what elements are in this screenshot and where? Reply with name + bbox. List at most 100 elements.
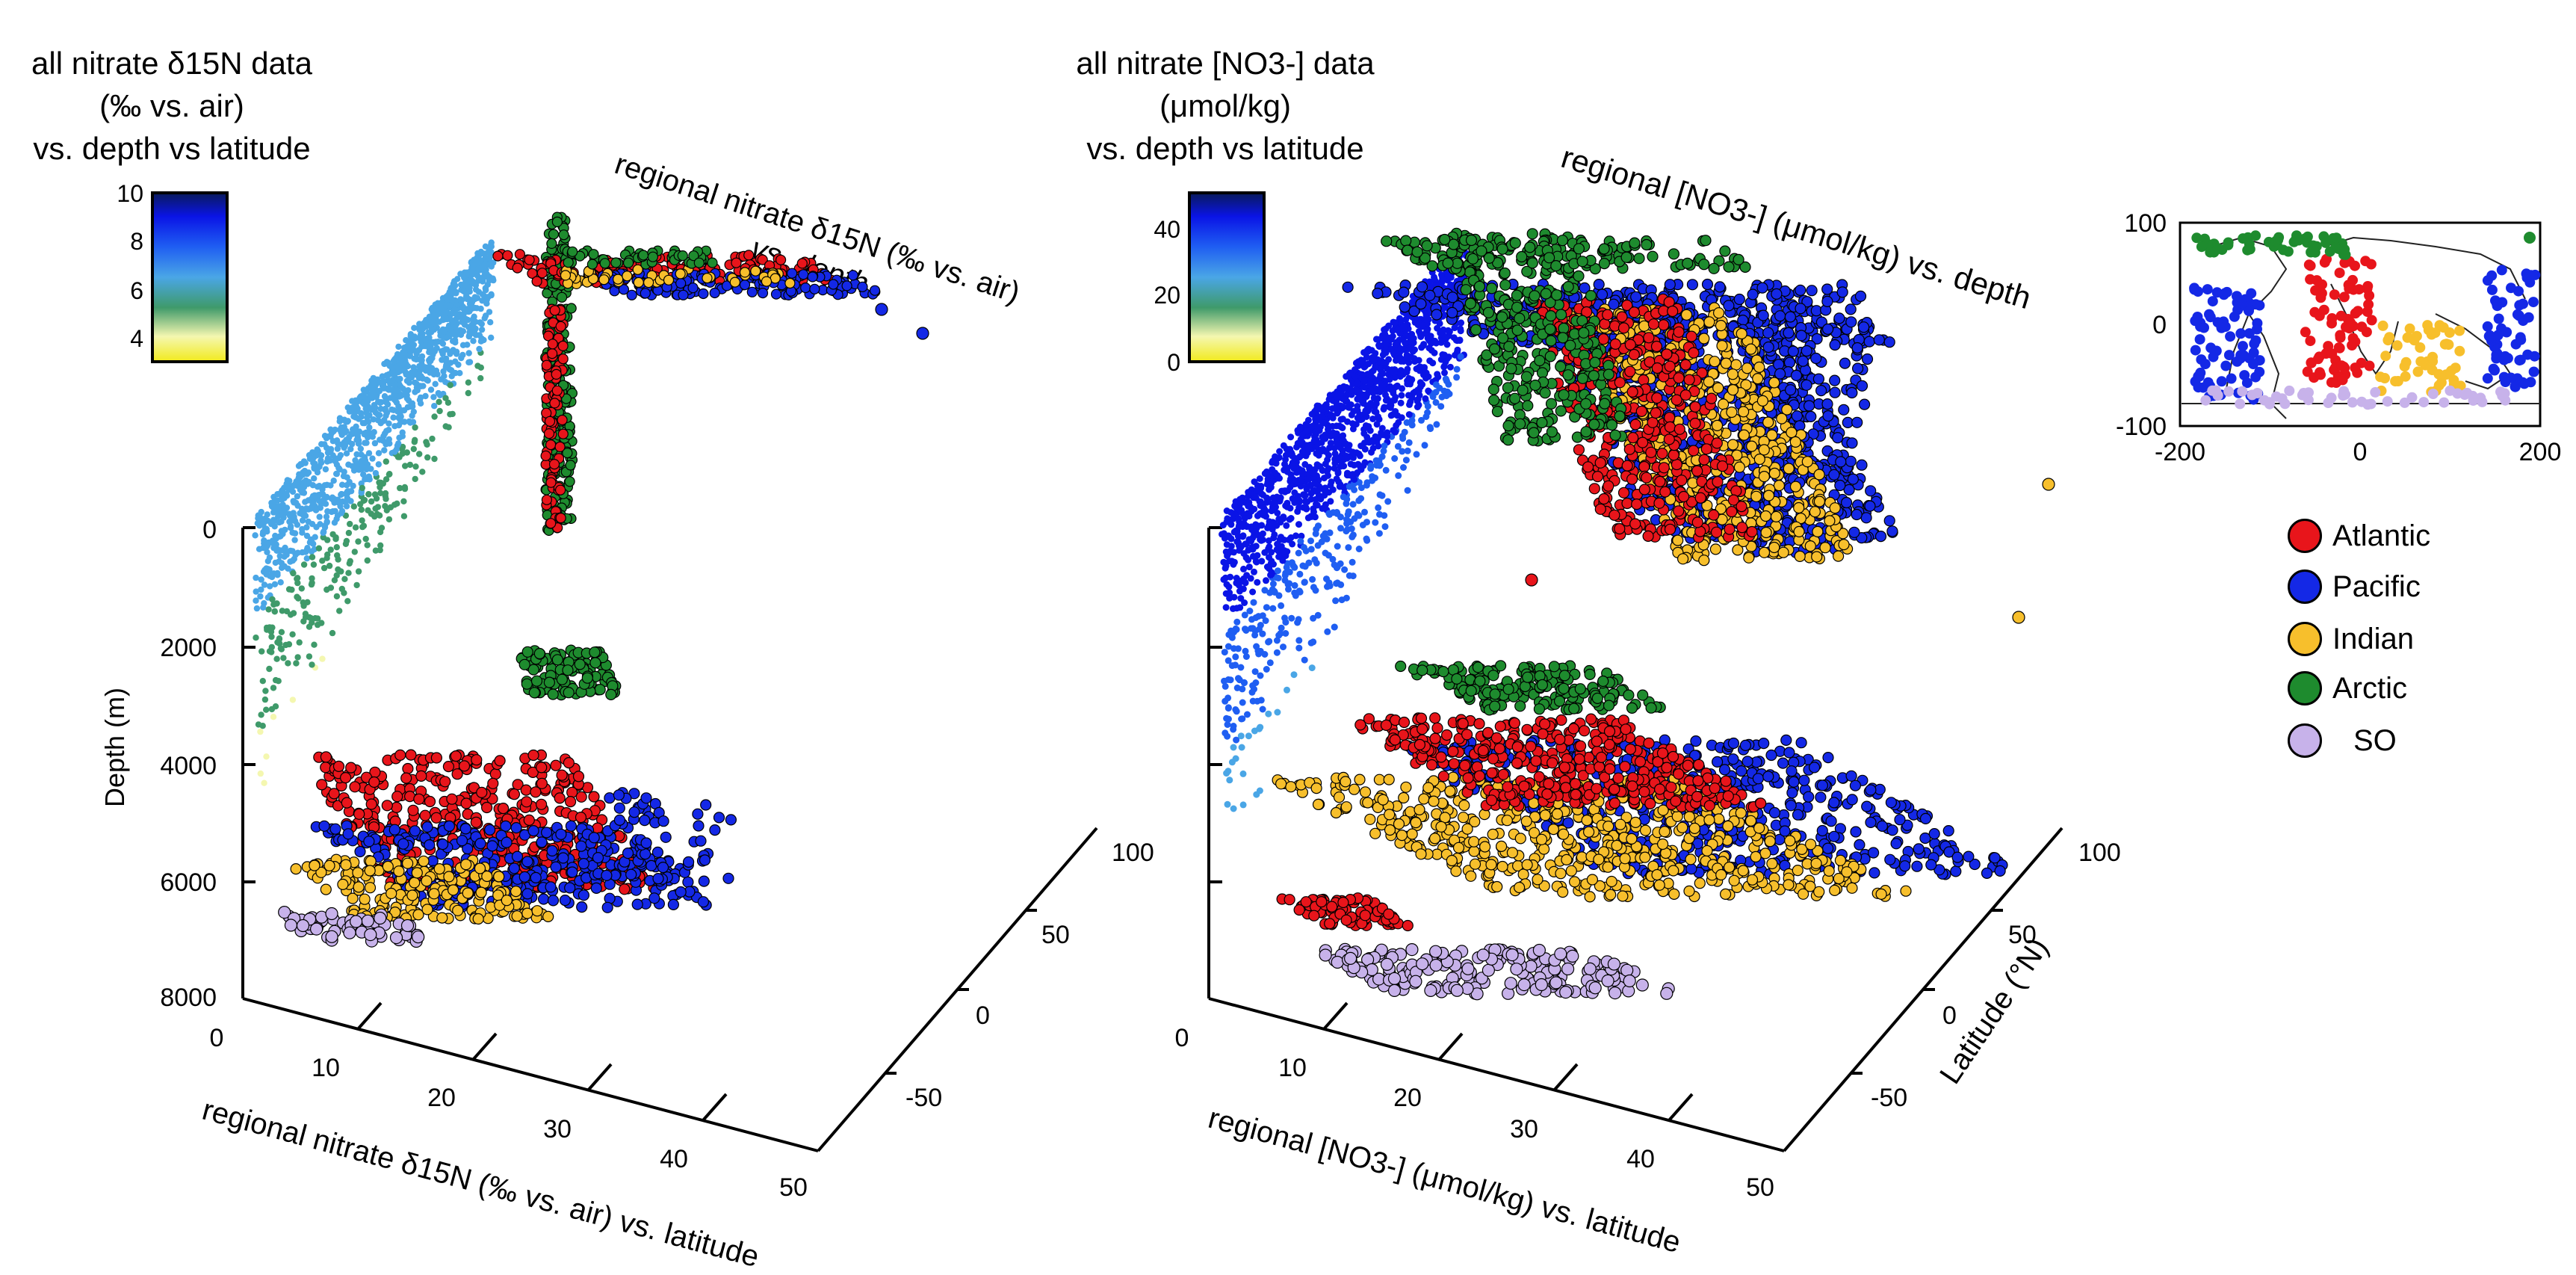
colored-curtain-point (1343, 528, 1350, 535)
indian-point (353, 881, 365, 893)
colored-curtain-point (1269, 580, 1277, 587)
colored-curtain-point (318, 441, 325, 448)
colored-curtain-point (391, 501, 398, 508)
colored-curtain-point (259, 678, 266, 685)
atlantic-point (554, 792, 566, 804)
colored-curtain-point (397, 375, 403, 383)
colored-curtain-point (365, 413, 372, 419)
colored-curtain-point (278, 564, 285, 571)
colored-curtain-point (386, 516, 393, 523)
colored-curtain-point (386, 440, 393, 447)
atlantic-point (320, 751, 332, 763)
colored-curtain-point (298, 585, 305, 592)
indian-point (365, 855, 377, 868)
colored-curtain-point (294, 575, 300, 582)
colored-curtain-point (289, 697, 297, 703)
left-x-tick: 10 (312, 1054, 340, 1082)
pacific-point (722, 872, 734, 884)
so-point (400, 919, 415, 933)
colored-curtain-point (1314, 542, 1322, 549)
colored-curtain-point (1319, 532, 1327, 540)
pacific-point (564, 882, 576, 894)
colored-curtain-point (1343, 472, 1351, 479)
colored-curtain-point (1375, 343, 1383, 351)
colored-curtain-point (1284, 464, 1291, 472)
colored-curtain-point (466, 308, 473, 315)
arctic-point (518, 658, 530, 670)
colored-curtain-point (442, 309, 448, 316)
colored-curtain-point (382, 493, 388, 499)
colored-curtain-point (1387, 398, 1394, 406)
colored-curtain-point (385, 359, 391, 366)
right-x-tickmark (1437, 1032, 1464, 1061)
colored-curtain-point (1341, 566, 1349, 573)
right-y-ticklabels: -50 0 50 100 (1871, 839, 2121, 1112)
indian-point (472, 913, 484, 925)
colored-curtain-point (376, 387, 383, 395)
colored-curtain-point (316, 498, 323, 504)
colored-curtain-point (429, 435, 436, 442)
colored-curtain-point (350, 503, 357, 510)
colored-curtain-point (1254, 578, 1261, 586)
colored-curtain-point (1304, 514, 1312, 522)
colored-curtain-point (1385, 356, 1393, 363)
colored-curtain-point (1404, 380, 1411, 388)
colored-curtain-point (427, 344, 434, 351)
colored-curtain-point (1253, 525, 1260, 532)
colored-curtain-point (411, 324, 418, 331)
colored-curtain-point (1263, 666, 1270, 673)
colored-curtain-point (341, 439, 347, 445)
colored-curtain-point (1245, 564, 1253, 571)
colored-curtain-point (1224, 715, 1232, 723)
atlantic-point (489, 768, 501, 780)
arctic-point (547, 688, 559, 700)
colored-curtain-point (345, 461, 352, 468)
colored-curtain-point (1280, 643, 1287, 651)
colored-curtain-point (1269, 605, 1277, 612)
colored-curtain-point (1381, 523, 1389, 531)
colored-curtain-point (1230, 723, 1237, 729)
colored-curtain-point (309, 579, 315, 587)
colored-curtain-point (481, 262, 489, 268)
colored-curtain-point (1263, 604, 1270, 611)
colored-curtain-point (369, 455, 376, 462)
pacific-point (537, 893, 550, 905)
colored-curtain-point (293, 660, 300, 667)
pacific-point (682, 876, 694, 888)
colored-curtain-point (1323, 575, 1330, 583)
colored-curtain-point (1281, 487, 1289, 495)
colored-curtain-point (316, 513, 323, 520)
pacific-point (709, 824, 721, 836)
colored-curtain-point (362, 535, 369, 543)
left-x-tick: 30 (543, 1115, 572, 1143)
colored-curtain-point (336, 426, 344, 433)
indian-point (359, 893, 371, 905)
colored-curtain-point (1230, 805, 1237, 812)
colored-curtain-point (1458, 319, 1465, 327)
colored-curtain-point (1265, 496, 1272, 503)
colored-curtain-point (369, 433, 376, 440)
pacific-point (657, 861, 669, 874)
colored-curtain-point (1274, 472, 1281, 480)
indian-point (428, 888, 440, 900)
colored-curtain-point (438, 339, 445, 345)
colored-curtain-point (314, 446, 321, 453)
colored-curtain-point (1238, 507, 1245, 514)
colored-curtain-point (1283, 522, 1290, 529)
colored-curtain-point (1298, 439, 1306, 446)
atlantic-point (555, 512, 566, 524)
colored-curtain-point (359, 484, 365, 492)
colored-curtain-point (330, 428, 337, 435)
atlantic-point (549, 305, 560, 316)
indian-point (382, 860, 394, 873)
colored-curtain-point (364, 542, 371, 549)
right-y-tick: 100 (2078, 839, 2121, 867)
colored-curtain-point (1375, 433, 1382, 441)
left-y-tick: 100 (1112, 839, 1154, 867)
arctic-point (546, 238, 557, 249)
colored-curtain-point (355, 398, 362, 405)
colored-curtain-point (1314, 440, 1322, 448)
colored-curtain-point (390, 414, 397, 421)
colored-curtain-point (355, 437, 362, 444)
atlantic-point (442, 760, 455, 773)
